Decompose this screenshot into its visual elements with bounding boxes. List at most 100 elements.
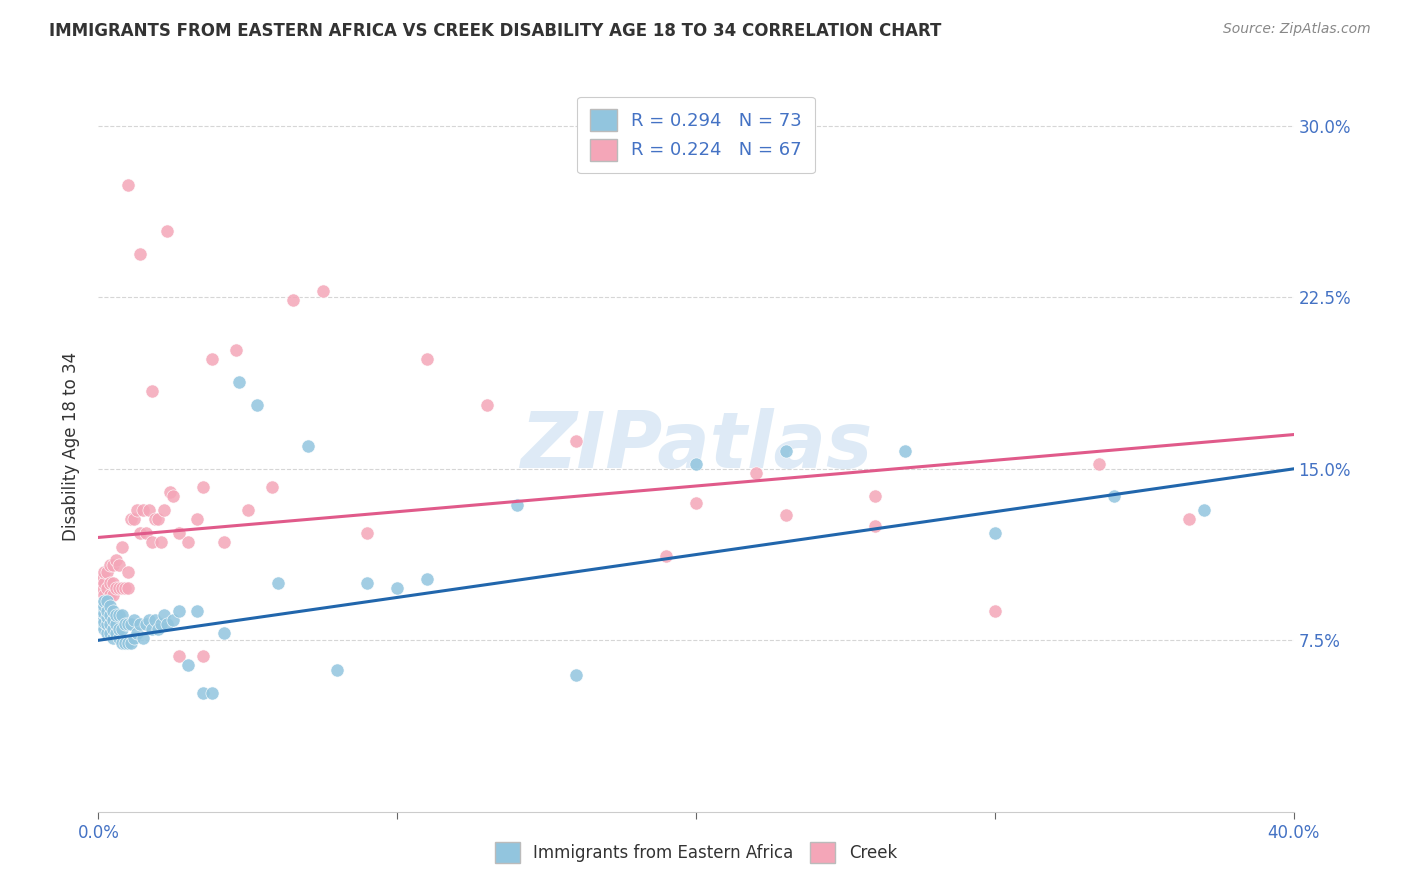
Point bbox=[120, 512, 142, 526]
Point bbox=[93, 606, 115, 620]
Point bbox=[385, 581, 409, 595]
Point bbox=[162, 613, 184, 627]
Point bbox=[159, 484, 181, 499]
Point bbox=[143, 613, 166, 627]
Point bbox=[267, 576, 290, 591]
Text: IMMIGRANTS FROM EASTERN AFRICA VS CREEK DISABILITY AGE 18 TO 34 CORRELATION CHAR: IMMIGRANTS FROM EASTERN AFRICA VS CREEK … bbox=[49, 22, 942, 40]
Point bbox=[105, 553, 128, 567]
Point bbox=[93, 615, 115, 629]
Point bbox=[108, 558, 131, 572]
Point bbox=[894, 443, 917, 458]
Point bbox=[98, 576, 122, 591]
Point bbox=[103, 558, 125, 572]
Point bbox=[186, 512, 208, 526]
Point bbox=[311, 284, 333, 298]
Point bbox=[775, 508, 797, 522]
Point bbox=[865, 519, 887, 533]
Point bbox=[191, 686, 214, 700]
Y-axis label: Disability Age 18 to 34: Disability Age 18 to 34 bbox=[62, 351, 80, 541]
Point bbox=[98, 617, 122, 632]
Point bbox=[236, 503, 259, 517]
Point bbox=[186, 604, 208, 618]
Point bbox=[98, 588, 122, 602]
Point bbox=[96, 594, 118, 608]
Point bbox=[167, 525, 190, 540]
Point bbox=[93, 576, 115, 591]
Point bbox=[98, 599, 122, 613]
Point bbox=[416, 572, 439, 586]
Point bbox=[148, 622, 170, 636]
Point bbox=[212, 626, 235, 640]
Point bbox=[191, 649, 214, 664]
Point bbox=[114, 635, 136, 649]
Point bbox=[984, 525, 1007, 540]
Point bbox=[260, 480, 283, 494]
Point bbox=[177, 535, 200, 549]
Point bbox=[150, 535, 173, 549]
Point bbox=[124, 512, 146, 526]
Point bbox=[506, 499, 529, 513]
Point bbox=[685, 496, 707, 510]
Point bbox=[120, 617, 142, 632]
Point bbox=[117, 617, 139, 632]
Point bbox=[141, 535, 163, 549]
Point bbox=[135, 525, 157, 540]
Point bbox=[90, 604, 112, 618]
Point bbox=[111, 581, 134, 595]
Point bbox=[117, 178, 139, 193]
Point bbox=[475, 398, 498, 412]
Point bbox=[96, 604, 118, 618]
Point bbox=[103, 588, 125, 602]
Point bbox=[212, 535, 235, 549]
Point bbox=[124, 613, 146, 627]
Point bbox=[96, 581, 118, 595]
Legend: Immigrants from Eastern Africa, Creek: Immigrants from Eastern Africa, Creek bbox=[488, 836, 904, 869]
Point bbox=[129, 247, 152, 261]
Text: Source: ZipAtlas.com: Source: ZipAtlas.com bbox=[1223, 22, 1371, 37]
Point bbox=[90, 581, 112, 595]
Point bbox=[150, 617, 173, 632]
Point bbox=[246, 398, 269, 412]
Point bbox=[96, 565, 118, 579]
Point bbox=[984, 604, 1007, 618]
Text: ZIPatlas: ZIPatlas bbox=[520, 408, 872, 484]
Point bbox=[103, 622, 125, 636]
Point bbox=[201, 686, 224, 700]
Point bbox=[356, 576, 378, 591]
Point bbox=[201, 352, 224, 367]
Point bbox=[297, 439, 319, 453]
Point bbox=[96, 617, 118, 632]
Point bbox=[1192, 503, 1215, 517]
Point bbox=[191, 480, 214, 494]
Point bbox=[103, 576, 125, 591]
Point bbox=[167, 604, 190, 618]
Point bbox=[90, 617, 112, 632]
Point bbox=[153, 503, 176, 517]
Point bbox=[108, 608, 131, 623]
Point bbox=[655, 549, 678, 563]
Point bbox=[111, 540, 134, 554]
Point bbox=[108, 622, 131, 636]
Point bbox=[775, 443, 797, 458]
Point bbox=[120, 635, 142, 649]
Point bbox=[98, 626, 122, 640]
Point bbox=[96, 626, 118, 640]
Point bbox=[114, 617, 136, 632]
Point bbox=[162, 489, 184, 503]
Point bbox=[124, 631, 146, 645]
Point bbox=[105, 626, 128, 640]
Point bbox=[228, 375, 250, 389]
Point bbox=[114, 581, 136, 595]
Point bbox=[90, 599, 112, 613]
Point bbox=[138, 503, 160, 517]
Point bbox=[177, 658, 200, 673]
Point bbox=[90, 572, 112, 586]
Point bbox=[356, 525, 378, 540]
Point bbox=[111, 608, 134, 623]
Point bbox=[90, 610, 112, 624]
Point bbox=[93, 588, 115, 602]
Point bbox=[326, 663, 349, 677]
Point bbox=[93, 599, 115, 613]
Point bbox=[111, 622, 134, 636]
Point bbox=[129, 525, 152, 540]
